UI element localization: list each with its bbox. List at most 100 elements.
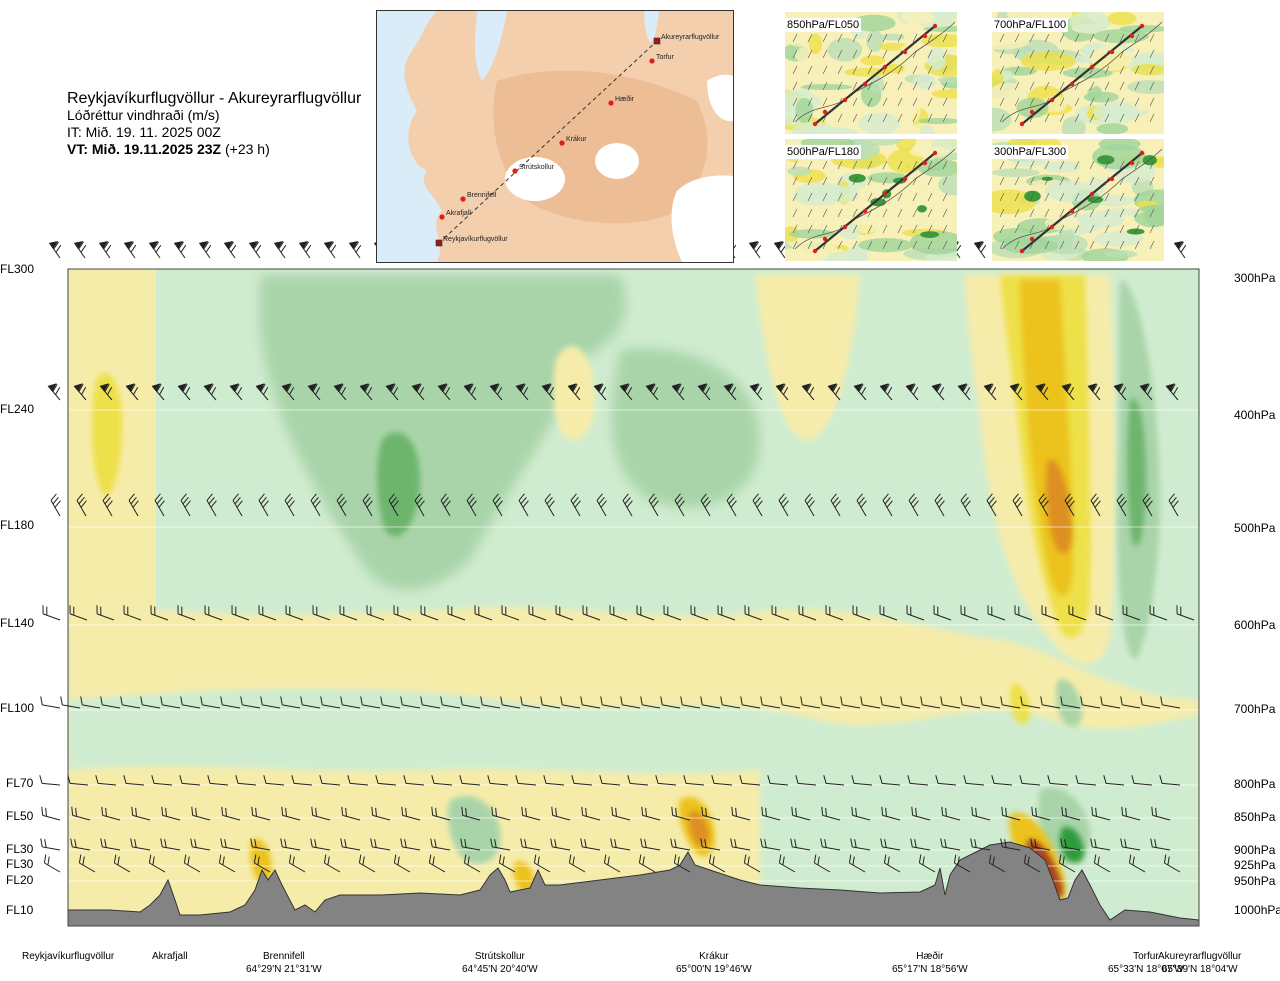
wind-barb — [80, 696, 101, 709]
wind-barb — [113, 854, 131, 873]
mini-map-barb — [807, 49, 813, 59]
wind-barb — [773, 240, 787, 259]
wind-barb — [98, 240, 112, 259]
mini-map-barb — [1104, 97, 1110, 107]
wind-barb — [760, 696, 781, 709]
mini-map-barb — [1044, 97, 1050, 107]
mini-map-route — [1021, 152, 1143, 252]
location-coord: 65°00'N 19°46'W — [676, 964, 752, 975]
wind-barb — [599, 775, 621, 786]
mini-map-waypoint — [822, 236, 828, 242]
field-lowlevel-downdraft-core — [1059, 826, 1084, 863]
route-map: Akureyrarflugvöllur Torfur Hæðir Krákur Strú… — [376, 10, 734, 263]
mini-map-barb — [1044, 192, 1050, 202]
field-lowlevel-updraft-5 — [513, 861, 535, 895]
wind-barb — [370, 838, 391, 851]
location-name: Hæðir — [916, 951, 944, 962]
wind-barb — [385, 383, 399, 401]
wind-barb — [1165, 383, 1179, 401]
wind-barb — [907, 775, 929, 786]
mini-map-barb — [897, 240, 903, 250]
wind-barb — [1087, 383, 1101, 401]
mini-map-barb — [792, 65, 798, 75]
mini-map-700-label: 700hPa/FL100 — [992, 18, 1069, 32]
wind-barb — [983, 383, 997, 401]
wind-barb — [73, 240, 87, 259]
wind-barb — [183, 854, 201, 873]
mini-map-barb — [1014, 192, 1020, 202]
wind-barb — [671, 806, 691, 821]
field-strong-updraft-core — [1046, 459, 1072, 554]
wind-barb — [491, 806, 511, 821]
wind-barb — [619, 383, 633, 401]
mini-map-waypoint — [1019, 248, 1025, 254]
wind-barb — [204, 605, 223, 621]
wind-barb — [340, 696, 361, 709]
wind-barb — [648, 493, 659, 517]
mini-map-barb — [1044, 240, 1050, 250]
mini-map-barb — [1089, 65, 1095, 75]
wind-barb — [310, 493, 321, 517]
mini-map-barb — [1104, 176, 1110, 186]
wind-barb — [800, 696, 821, 709]
mini-map-field — [1107, 12, 1137, 26]
mini-map-waypoint — [862, 208, 868, 214]
wind-barb — [250, 838, 271, 851]
mini-map-barb — [852, 65, 858, 75]
location-name: Akureyrarflugvöllur — [1158, 951, 1242, 962]
wind-barb — [380, 696, 401, 709]
wind-barb — [218, 854, 236, 873]
mini-map-barb — [912, 224, 918, 234]
mini-map-waypoint — [812, 121, 818, 127]
field-lowlevel-updraft-3 — [1009, 684, 1030, 725]
wind-barb — [388, 493, 399, 517]
wind-barb — [941, 806, 961, 821]
wind-barb — [1061, 806, 1081, 821]
wind-barb — [1060, 838, 1081, 851]
pressure-label: 850hPa — [1234, 810, 1276, 824]
mini-map-barb — [792, 160, 798, 170]
wind-barb — [489, 383, 503, 401]
wind-barb — [150, 605, 169, 621]
mini-map-field — [801, 126, 858, 134]
wind-barb — [1120, 696, 1141, 709]
wind-barb — [1040, 696, 1061, 709]
wind-barb — [600, 696, 621, 709]
pressure-label: 300hPa — [1234, 271, 1276, 285]
wind-barb — [128, 493, 139, 517]
wind-barb — [47, 383, 61, 401]
mini-map-barb — [837, 208, 843, 218]
mini-map-barb — [837, 192, 843, 202]
location-label: Torfur 65°33'N 18°07'W — [1108, 950, 1184, 976]
mini-map-barb — [1014, 224, 1020, 234]
wind-barb — [1121, 806, 1141, 821]
mini-map-barb — [1119, 49, 1125, 59]
wind-barb — [232, 493, 243, 517]
wind-barb — [1140, 696, 1161, 709]
mini-map-barb — [1119, 65, 1125, 75]
wind-barb — [291, 775, 313, 786]
wind-barb — [1030, 838, 1051, 851]
mini-map-barb — [1119, 176, 1125, 186]
waypoint-label: Akrafjall — [446, 210, 471, 217]
wind-barb — [848, 854, 866, 873]
wind-barb — [636, 605, 655, 621]
wind-barb — [720, 696, 741, 709]
wind-barb — [541, 383, 555, 401]
mini-map-barb — [927, 113, 933, 123]
wind-barb — [100, 838, 121, 851]
mini-map-barb — [927, 160, 933, 170]
wind-barb — [1159, 775, 1181, 786]
wind-barb — [190, 838, 211, 851]
wind-barb — [411, 383, 425, 401]
mini-map-waypoint — [1109, 49, 1115, 55]
wind-barb — [1019, 775, 1041, 786]
mini-map-barb — [1059, 224, 1065, 234]
mini-map-barb — [942, 97, 948, 107]
mini-map-barb — [1104, 192, 1110, 202]
wind-barb — [515, 775, 537, 786]
wind-barb — [414, 493, 425, 517]
mini-map-barb — [852, 33, 858, 43]
mini-map-barb — [882, 65, 888, 75]
